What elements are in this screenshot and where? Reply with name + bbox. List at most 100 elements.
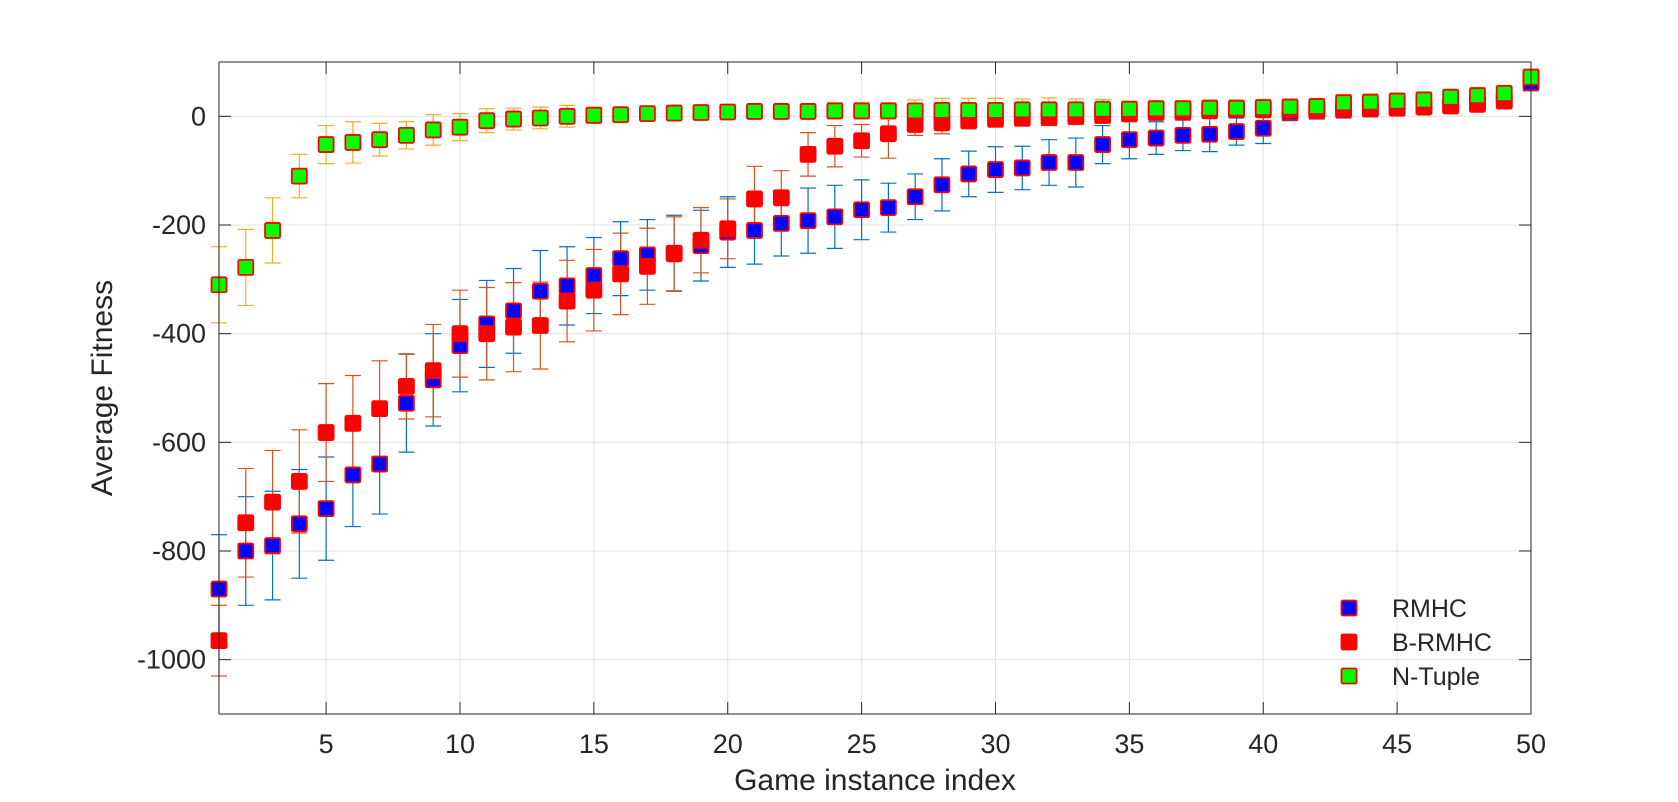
marker-n-tuple (371, 131, 389, 149)
marker-n-tuple (1067, 101, 1085, 119)
marker-n-tuple (505, 110, 522, 128)
marker-rmhc (987, 161, 1004, 178)
marker-b-rmhc (853, 132, 871, 150)
legend-marker-rmhc (1340, 599, 1358, 617)
y-axis-label: Average Fitness (86, 280, 119, 496)
plot-area-border (218, 61, 1532, 715)
marker-rmhc (1094, 136, 1111, 153)
marker-n-tuple (612, 106, 630, 124)
y-tick-label: -1000 (137, 645, 206, 675)
x-tick-label: 35 (1114, 729, 1144, 759)
x-tick-label: 45 (1382, 729, 1412, 759)
marker-n-tuple (879, 102, 897, 120)
marker-rmhc (317, 500, 335, 518)
marker-rmhc (799, 212, 817, 230)
data-markers (210, 68, 1540, 650)
marker-b-rmhc (505, 318, 522, 336)
marker-n-tuple (1495, 85, 1513, 102)
marker-rmhc (531, 282, 549, 300)
marker-n-tuple (987, 101, 1004, 119)
y-tick-label: 0 (191, 101, 206, 131)
marker-rmhc (264, 537, 281, 554)
marker-rmhc (1228, 123, 1245, 140)
marker-b-rmhc (451, 325, 469, 343)
marker-rmhc (1201, 125, 1219, 143)
marker-n-tuple (692, 104, 710, 121)
marker-n-tuple (1281, 98, 1299, 116)
x-tick-label: 30 (980, 729, 1010, 759)
marker-n-tuple (531, 109, 549, 127)
x-tick-label: 50 (1516, 729, 1546, 759)
marker-rmhc (826, 208, 844, 226)
y-tick-label: -800 (152, 536, 206, 566)
marker-b-rmhc (264, 493, 281, 511)
marker-rmhc (1120, 131, 1138, 149)
marker-rmhc (398, 394, 415, 412)
marker-rmhc (933, 176, 951, 194)
marker-b-rmhc (478, 325, 496, 343)
marker-n-tuple (558, 107, 576, 125)
marker-n-tuple (585, 106, 603, 124)
marker-n-tuple (639, 105, 656, 123)
marker-rmhc (1254, 119, 1272, 137)
marker-b-rmhc (665, 245, 683, 263)
marker-b-rmhc (612, 265, 630, 283)
legend-marker-b-rmhc (1340, 633, 1358, 651)
marker-rmhc (879, 199, 897, 217)
marker-n-tuple (264, 222, 281, 239)
marker-b-rmhc (558, 292, 576, 310)
marker-n-tuple (933, 101, 951, 119)
grid-lines (219, 62, 1532, 714)
marker-n-tuple (1228, 99, 1245, 117)
marker-n-tuple (478, 112, 496, 130)
marker-rmhc (612, 250, 630, 268)
marker-n-tuple (1469, 87, 1486, 105)
marker-rmhc (505, 302, 522, 320)
legend: RMHC B-RMHC N-Tuple (1340, 595, 1492, 691)
marker-n-tuple (1308, 98, 1326, 115)
error-bars (211, 68, 1539, 677)
marker-b-rmhc (719, 220, 737, 238)
marker-b-rmhc (531, 317, 549, 334)
marker-b-rmhc (879, 125, 897, 143)
marker-n-tuple (451, 118, 469, 136)
marker-n-tuple (826, 102, 844, 120)
marker-n-tuple (1147, 100, 1165, 118)
marker-b-rmhc (290, 473, 308, 490)
marker-rmhc (1147, 129, 1165, 147)
legend-label-b-rmhc: B-RMHC (1392, 629, 1492, 657)
marker-n-tuple (1388, 92, 1406, 110)
marker-n-tuple (290, 167, 308, 185)
marker-rmhc (746, 222, 763, 239)
marker-b-rmhc (585, 281, 603, 299)
marker-n-tuple (424, 121, 442, 139)
marker-n-tuple (1120, 100, 1138, 118)
marker-n-tuple (398, 126, 415, 144)
marker-rmhc (1013, 159, 1031, 177)
legend-label-rmhc: RMHC (1392, 595, 1467, 623)
legend-marker-n-tuple (1340, 667, 1358, 685)
marker-n-tuple (1174, 100, 1192, 118)
marker-rmhc (906, 188, 924, 206)
marker-b-rmhc (826, 137, 844, 155)
marker-b-rmhc (746, 190, 763, 208)
marker-rmhc (290, 515, 308, 533)
marker-n-tuple (1361, 93, 1379, 111)
marker-rmhc (237, 542, 255, 560)
marker-rmhc (960, 165, 978, 183)
marker-n-tuple (1254, 99, 1272, 117)
marker-n-tuple (1094, 100, 1111, 118)
marker-n-tuple (960, 101, 978, 119)
marker-n-tuple (1335, 94, 1352, 112)
x-tick-label: 20 (713, 729, 743, 759)
marker-n-tuple (1442, 88, 1460, 106)
marker-b-rmhc (799, 145, 817, 163)
marker-n-tuple (317, 136, 335, 153)
y-tick-label: -600 (152, 427, 206, 457)
marker-b-rmhc (344, 414, 362, 432)
x-axis-label: Game instance index (734, 764, 1016, 797)
marker-b-rmhc (772, 189, 790, 207)
marker-n-tuple (799, 103, 817, 120)
marker-n-tuple (746, 103, 763, 120)
marker-n-tuple (1013, 101, 1031, 119)
